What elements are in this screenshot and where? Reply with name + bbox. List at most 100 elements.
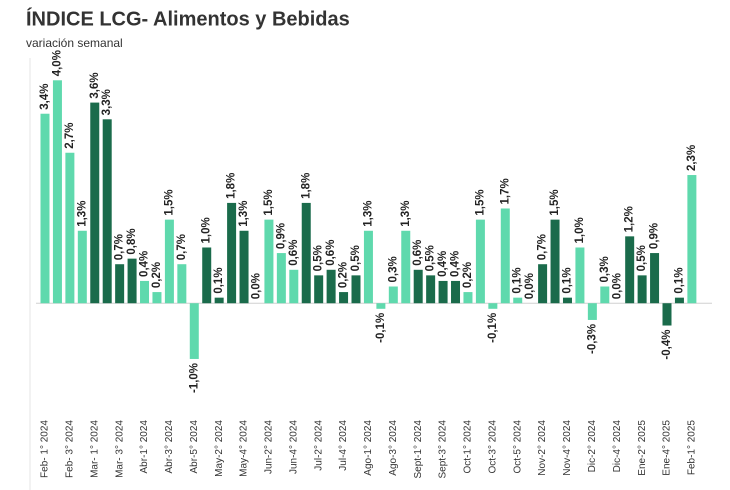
- value-label: 0,4%: [437, 251, 449, 277]
- value-label: 1,8%: [300, 173, 312, 199]
- value-label: 1,3%: [362, 201, 374, 227]
- value-label: 0,5%: [350, 245, 362, 271]
- value-label: -0,1%: [487, 313, 499, 343]
- bar: [152, 292, 162, 304]
- bar: [500, 208, 510, 304]
- bar: [351, 275, 361, 304]
- x-tick-label: Dic-4° 2024: [612, 420, 623, 473]
- bar: [115, 264, 125, 304]
- bar: [65, 152, 75, 304]
- value-label: 1,8%: [226, 173, 238, 199]
- value-label: 1,5%: [263, 189, 275, 215]
- bar: [451, 280, 461, 304]
- value-label: 4,0%: [51, 50, 63, 76]
- x-tick-label: May-4° 2024: [239, 420, 250, 477]
- x-tick-label: May-2° 2024: [214, 420, 225, 477]
- value-label: 0,0%: [524, 273, 536, 299]
- bar: [401, 230, 411, 304]
- x-tick-label: Abr-3° 2024: [164, 420, 175, 474]
- bar: [127, 258, 137, 304]
- value-label: 0,2%: [151, 262, 163, 288]
- chart-subtitle: variación semanal: [26, 36, 123, 50]
- bar: [189, 303, 199, 359]
- bar: [650, 253, 660, 304]
- bar: [90, 102, 100, 304]
- value-label: 1,0%: [574, 217, 586, 243]
- bar: [40, 113, 50, 304]
- value-label: 0,7%: [537, 234, 549, 260]
- x-tick-label: Abr-1° 2024: [139, 420, 150, 474]
- value-label: 1,7%: [499, 178, 511, 204]
- chart-title: ÍNDICE LCG- Alimentos y Bebidas: [26, 7, 350, 30]
- x-tick-label: Mar- 1° 2024: [89, 420, 100, 478]
- bar: [326, 269, 336, 304]
- value-label: 1,5%: [163, 189, 175, 215]
- x-tick-label: Ago-1° 2024: [363, 420, 374, 476]
- bar: [600, 286, 610, 304]
- x-tick-label: Dic-2° 2024: [587, 420, 598, 473]
- value-label: 0,4%: [450, 251, 462, 277]
- bar: [488, 303, 498, 309]
- x-tick-label: Feb-1° 2025: [687, 420, 698, 476]
- x-tick-label: Abr-5° 2024: [189, 420, 200, 474]
- value-label: 0,6%: [412, 240, 424, 266]
- value-label: -0,3%: [586, 324, 598, 354]
- bar: [289, 269, 299, 304]
- value-label: 0,5%: [313, 245, 325, 271]
- x-tick-label: Jun-4° 2024: [288, 420, 299, 474]
- bar: [363, 230, 373, 304]
- bar: [637, 275, 647, 304]
- value-label: 0,7%: [114, 234, 126, 260]
- value-label: 0,9%: [649, 223, 661, 249]
- bar: [77, 230, 87, 304]
- value-label: 0,5%: [425, 245, 437, 271]
- value-label: 3,3%: [101, 89, 113, 115]
- x-tick-label: Oct-1° 2024: [463, 420, 474, 474]
- bar: [164, 219, 174, 304]
- x-tick-label: Ene-2° 2025: [637, 420, 648, 476]
- value-label: 0,5%: [636, 245, 648, 271]
- value-label: 0,2%: [462, 262, 474, 288]
- bar: [438, 280, 448, 304]
- bar: [177, 264, 187, 304]
- x-tick-label: Ene-4° 2025: [662, 420, 673, 476]
- value-label: 2,7%: [64, 123, 76, 149]
- value-label: 0,0%: [611, 273, 623, 299]
- value-label: 2,3%: [686, 145, 698, 171]
- value-label: 1,3%: [400, 201, 412, 227]
- bar: [687, 175, 697, 304]
- bar: [426, 275, 436, 304]
- bar: [52, 80, 62, 304]
- bar: [339, 292, 349, 304]
- bar: [314, 275, 324, 304]
- value-label: -1,0%: [188, 363, 200, 393]
- bar: [140, 280, 150, 304]
- value-label: 0,7%: [176, 234, 188, 260]
- bar: [227, 202, 237, 304]
- bar: [674, 297, 684, 304]
- bar: [388, 286, 398, 304]
- value-label: 0,6%: [288, 240, 300, 266]
- bar: [550, 219, 560, 304]
- bar: [575, 247, 585, 304]
- value-label: 0,3%: [387, 256, 399, 282]
- x-tick-label: Feb- 3° 2024: [65, 420, 76, 478]
- bar: [538, 264, 548, 304]
- value-label: 0,2%: [338, 262, 350, 288]
- value-label: 0,3%: [599, 256, 611, 282]
- bar: [513, 297, 523, 304]
- value-label: 3,4%: [39, 84, 51, 110]
- value-label: 1,5%: [549, 189, 561, 215]
- bar: [264, 219, 274, 304]
- bar: [475, 219, 485, 304]
- x-tick-label: Jun-2° 2024: [264, 420, 275, 474]
- value-label: -0,1%: [375, 313, 387, 343]
- value-label: 0,6%: [325, 240, 337, 266]
- bar: [202, 247, 212, 304]
- x-tick-label: Sept-3° 2024: [438, 420, 449, 479]
- value-label: 0,1%: [213, 267, 225, 293]
- bar: [463, 292, 473, 304]
- bar: [376, 303, 386, 309]
- value-label: 0,1%: [673, 267, 685, 293]
